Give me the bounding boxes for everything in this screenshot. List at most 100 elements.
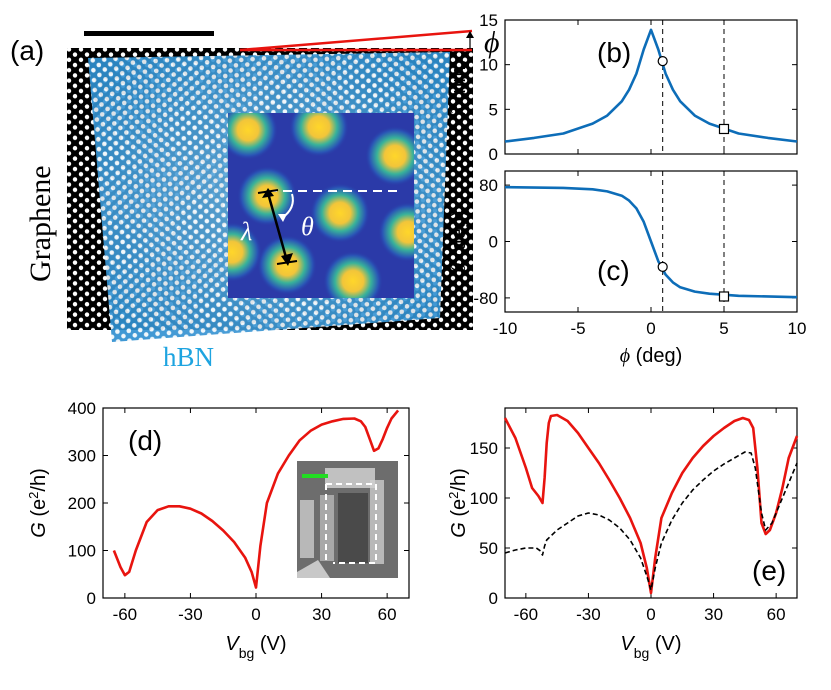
x-tick-label: -5 xyxy=(570,319,585,338)
device-channel xyxy=(338,493,368,563)
x-tick-label: -60 xyxy=(113,605,138,624)
device-micrograph-inset xyxy=(297,461,398,578)
square-marker xyxy=(718,123,730,135)
series-line-solid xyxy=(503,413,799,595)
y-tick-label: 0 xyxy=(489,589,498,608)
x-tick-label: -30 xyxy=(178,605,203,624)
contact-right xyxy=(370,480,384,564)
x-label-unit: (V) xyxy=(254,633,286,655)
y-label-unit: (e xyxy=(448,499,470,522)
y-tick-label: 15 xyxy=(479,11,498,30)
x-tick-label: 5 xyxy=(719,319,728,338)
y-label-symbol: G xyxy=(448,522,470,538)
y-tick-label: 5 xyxy=(489,100,498,119)
y-label-unit: (nm) xyxy=(448,59,470,106)
panel-a-label: (a) xyxy=(10,35,44,66)
y-axis-label: G (e2/h) xyxy=(446,468,471,537)
x-tick-label: 0 xyxy=(646,605,655,624)
x-label-symbol: V xyxy=(620,633,635,655)
series-line-dashed xyxy=(504,451,798,591)
lambda-arrow-head-bottom xyxy=(281,253,293,266)
hbn-label: hBN xyxy=(163,342,214,372)
square-marker xyxy=(718,291,730,302)
y-tick-label: 400 xyxy=(68,399,96,418)
x-tick-label: -10 xyxy=(493,319,518,338)
inset-scale-bar xyxy=(302,474,328,478)
y-label-sup: 2 xyxy=(446,492,461,499)
y-tick-label: 200 xyxy=(68,494,96,513)
y-label-unit-end: /h) xyxy=(448,468,470,491)
x-tick-label: 0 xyxy=(251,605,260,624)
theta-arc-head xyxy=(278,214,287,222)
x-label-symbol: V xyxy=(225,633,240,655)
x-tick-label: 30 xyxy=(312,605,331,624)
graphene-label: Graphene xyxy=(24,165,57,282)
hbn-axis-line xyxy=(239,29,473,52)
panel-d-label: (d) xyxy=(128,425,162,456)
x-label-unit: (deg) xyxy=(630,345,682,367)
x-tick-label: -60 xyxy=(514,605,539,624)
contact-left xyxy=(300,500,314,558)
x-tick-label: -30 xyxy=(576,605,601,624)
theta-symbol: θ xyxy=(301,212,314,241)
scale-bar xyxy=(84,31,214,36)
panel-e-label: (e) xyxy=(752,555,786,586)
y-tick-label: 10 xyxy=(479,56,498,75)
y-tick-label: 100 xyxy=(470,489,498,508)
x-tick-label: 60 xyxy=(378,605,397,624)
series-line-main xyxy=(112,409,400,589)
y-tick-label: 0 xyxy=(489,145,498,164)
y-label-symbol: G xyxy=(28,522,50,538)
y-label-unit: (e xyxy=(28,499,50,522)
panel-b-label: (b) xyxy=(597,37,631,68)
lambda-cap-top xyxy=(257,189,279,194)
panel-c-label: (c) xyxy=(597,255,630,286)
y-axis-label: G (e2/h) xyxy=(26,468,51,537)
x-tick-label: 0 xyxy=(646,319,655,338)
y-tick-label: 80 xyxy=(479,176,498,195)
x-label-symbol: ϕ xyxy=(620,345,630,367)
hbn-outline xyxy=(325,483,377,564)
panel-e: -60 -30 0 30 60 0 50 100 150 G (e2/h) Vbg (V) (e) xyxy=(446,407,799,661)
y-label-sup: 2 xyxy=(26,492,41,499)
series-line-main xyxy=(504,185,798,299)
circle-marker xyxy=(657,55,668,67)
y-tick-label: 50 xyxy=(479,539,498,558)
circle-marker xyxy=(657,261,668,272)
y-tick-label: 300 xyxy=(68,447,96,466)
y-label-symbol: θ xyxy=(448,263,470,273)
x-tick-label: 60 xyxy=(767,605,786,624)
y-tick-label: 0 xyxy=(489,233,498,252)
x-tick-label: 30 xyxy=(704,605,723,624)
x-axis-label: Vbg (V) xyxy=(225,633,286,661)
x-axis-label: Vbg (V) xyxy=(620,633,681,661)
y-tick-label: 150 xyxy=(470,439,498,458)
lambda-symbol: λ xyxy=(240,217,252,246)
y-label-unit-end: /h) xyxy=(28,468,50,491)
phi-symbol: ϕ xyxy=(484,26,500,59)
lambda-arrow xyxy=(266,192,289,262)
x-axis-label: ϕ (deg) xyxy=(620,345,683,367)
lead-bottom xyxy=(297,560,330,578)
y-axis-label: θ (deg) xyxy=(448,210,470,272)
y-tick-label: -80 xyxy=(473,289,498,308)
panel-b: 0 5 10 15 λ (nm) (b) xyxy=(448,11,798,164)
plot-frame-b xyxy=(504,19,798,155)
y-tick-label: 100 xyxy=(68,542,96,561)
angle-arrow-head xyxy=(466,31,474,38)
y-tick-label: 0 xyxy=(87,589,96,608)
x-label-sub: bg xyxy=(634,645,650,661)
y-label-unit: (deg) xyxy=(448,210,470,262)
y-axis-label: λ (nm) xyxy=(448,59,470,115)
panel-a: (a) ϕ xyxy=(10,26,500,372)
moire-inset: λ θ xyxy=(228,113,414,298)
series-line-main xyxy=(504,28,798,143)
x-label-unit: (V) xyxy=(649,633,681,655)
lambda-cap-bottom xyxy=(276,260,298,265)
x-tick-label: 10 xyxy=(788,319,807,338)
y-label-symbol: λ xyxy=(448,106,470,116)
x-label-sub: bg xyxy=(239,645,255,661)
